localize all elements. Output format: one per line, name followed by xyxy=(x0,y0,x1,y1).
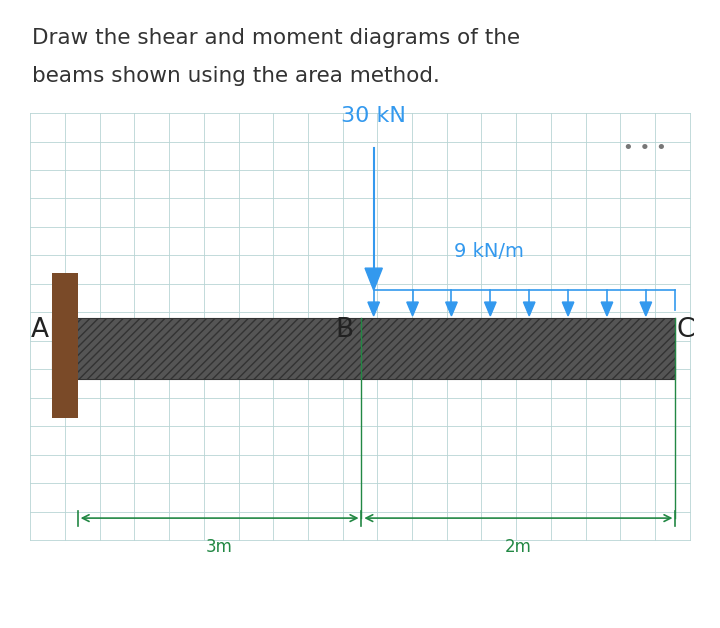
Bar xyxy=(52,318,675,379)
Polygon shape xyxy=(485,302,496,316)
Text: 9 kN/m: 9 kN/m xyxy=(454,242,523,261)
Polygon shape xyxy=(562,302,574,316)
Polygon shape xyxy=(446,302,457,316)
Bar xyxy=(52,273,78,418)
Text: Draw the shear and moment diagrams of the: Draw the shear and moment diagrams of th… xyxy=(32,28,520,48)
Text: beams shown using the area method.: beams shown using the area method. xyxy=(32,66,439,86)
Text: A: A xyxy=(30,317,49,343)
Text: 30 kN: 30 kN xyxy=(341,106,406,126)
Polygon shape xyxy=(523,302,535,316)
Text: • • •: • • • xyxy=(623,139,666,156)
Polygon shape xyxy=(407,302,418,316)
Polygon shape xyxy=(601,302,613,316)
Text: 2m: 2m xyxy=(505,538,532,556)
Polygon shape xyxy=(640,302,652,316)
Text: 3m: 3m xyxy=(206,538,233,556)
Text: B: B xyxy=(335,317,354,343)
Polygon shape xyxy=(365,268,382,290)
Polygon shape xyxy=(368,302,379,316)
Text: C: C xyxy=(676,317,695,343)
